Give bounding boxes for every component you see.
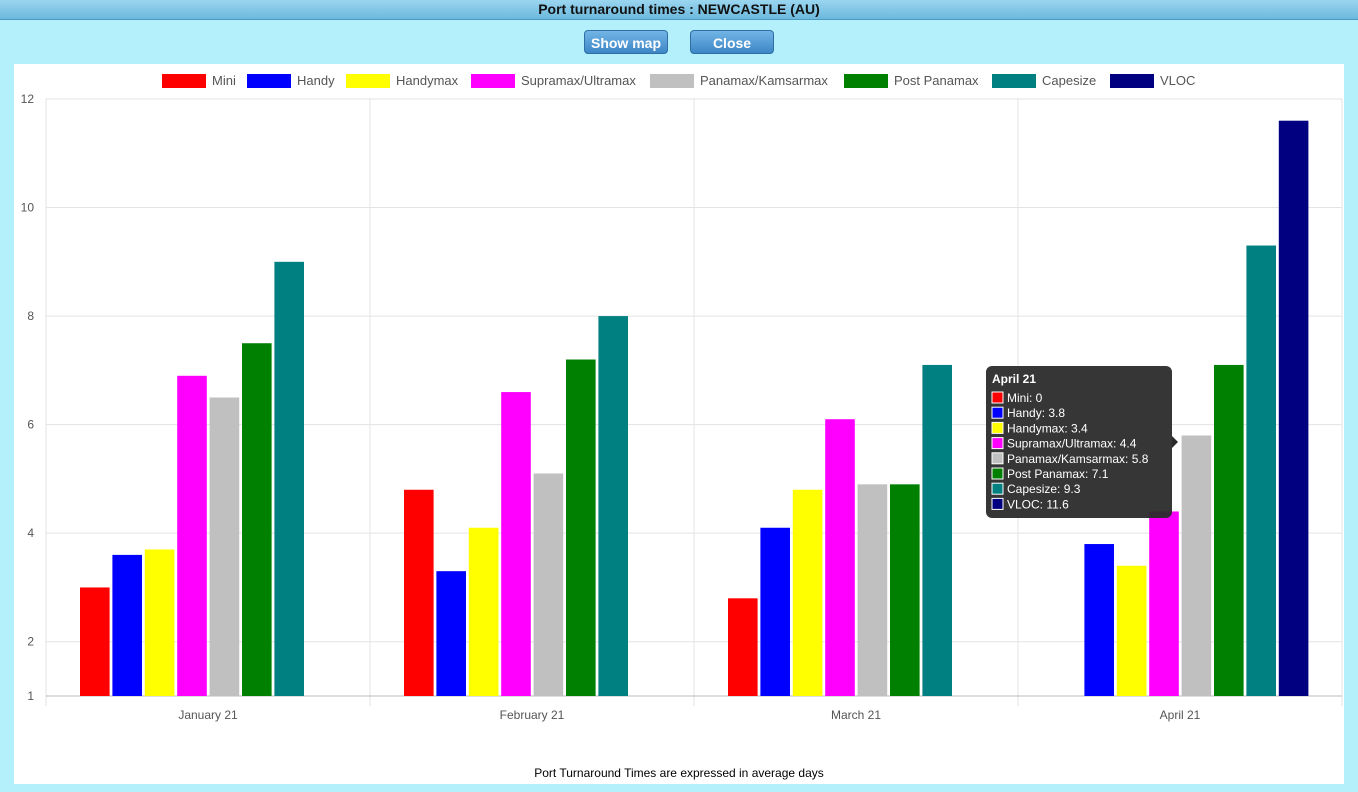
tooltip-line: Handy: 3.8 <box>1007 406 1065 420</box>
bar-handymax <box>792 489 823 696</box>
bar-post-panamax <box>890 484 920 696</box>
bar-handymax <box>144 549 175 696</box>
bar-post-panamax <box>242 343 272 696</box>
tooltip-line: Mini: 0 <box>1007 391 1043 405</box>
bar-panamax-kamsarmax <box>857 484 888 696</box>
tooltip-swatch <box>991 482 1004 495</box>
x-tick-label: January 21 <box>178 708 238 722</box>
tooltip-swatch <box>991 391 1004 404</box>
legend-swatch <box>162 74 206 88</box>
legend-swatch <box>844 74 888 88</box>
bar-handy <box>436 571 466 696</box>
tooltip-line: VLOC: 11.6 <box>1007 497 1069 511</box>
legend-swatch <box>650 74 694 88</box>
legend-swatch <box>247 74 291 88</box>
bar-supramax-ultramax <box>825 419 855 696</box>
bar-mini <box>728 598 758 696</box>
tooltip-title: April 21 <box>992 372 1036 386</box>
legend-label: Post Panamax <box>894 73 979 88</box>
legend-label: VLOC <box>1160 73 1195 88</box>
bar-capesize <box>922 364 952 696</box>
bar-handy <box>112 554 142 696</box>
legend-label: Mini <box>212 73 236 88</box>
bar-supramax-ultramax <box>501 392 531 696</box>
tooltip-line: Supramax/Ultramax: 4.4 <box>1007 437 1137 451</box>
legend-swatch <box>471 74 515 88</box>
x-tick-label: April 21 <box>1160 708 1201 722</box>
legend-swatch <box>346 74 390 88</box>
y-tick-label: 8 <box>27 309 34 323</box>
bar-capesize <box>598 316 628 696</box>
bar-capesize <box>274 261 304 696</box>
legend-swatch <box>1110 74 1154 88</box>
bar-post-panamax <box>1214 364 1244 696</box>
legend-label: Panamax/Kamsarmax <box>700 73 828 88</box>
show-map-button[interactable]: Show map <box>584 30 668 54</box>
y-tick-label: 10 <box>21 201 35 215</box>
y-tick-label: 12 <box>21 92 35 106</box>
legend-label: Handymax <box>396 73 459 88</box>
y-tick-label: 6 <box>27 418 34 432</box>
tooltip-line: Panamax/Kamsarmax: 5.8 <box>1007 452 1149 466</box>
bar-panamax-kamsarmax <box>533 473 564 696</box>
bar-mini <box>80 587 110 696</box>
window-titlebar: Port turnaround times : NEWCASTLE (AU) <box>0 0 1358 20</box>
tooltip-swatch <box>991 437 1004 450</box>
y-tick-label: 4 <box>27 526 34 540</box>
tooltip-swatch <box>991 406 1004 419</box>
bar-handy <box>1084 544 1114 696</box>
bar-supramax-ultramax <box>177 375 207 696</box>
tooltip-pointer <box>1172 436 1178 448</box>
bar-post-panamax <box>566 359 596 696</box>
bar-handymax <box>1116 565 1147 696</box>
tooltip-line: Post Panamax: 7.1 <box>1007 467 1109 481</box>
tooltip-swatch <box>991 497 1004 510</box>
bar-vloc <box>1278 120 1309 696</box>
footnote: Port Turnaround Times are expressed in a… <box>534 766 824 780</box>
bar-capesize <box>1246 245 1276 696</box>
legend-label: Capesize <box>1042 73 1096 88</box>
bar-panamax-kamsarmax <box>1181 435 1212 696</box>
y-tick-label: 1 <box>27 689 34 703</box>
window-title: Port turnaround times : NEWCASTLE (AU) <box>538 1 820 17</box>
x-tick-label: February 21 <box>500 708 565 722</box>
tooltip-box <box>986 366 1172 518</box>
legend-swatch <box>992 74 1036 88</box>
legend-label: Supramax/Ultramax <box>521 73 636 88</box>
close-button[interactable]: Close <box>690 30 774 54</box>
tooltip-swatch <box>991 421 1004 434</box>
x-tick-label: March 21 <box>831 708 881 722</box>
y-tick-label: 2 <box>27 635 34 649</box>
legend-label: Handy <box>297 73 335 88</box>
tooltip-swatch <box>991 452 1004 465</box>
tooltip-line: Capesize: 9.3 <box>1007 482 1081 496</box>
bar-handymax <box>468 527 499 696</box>
bar-handy <box>760 527 790 696</box>
tooltip-swatch <box>991 467 1004 480</box>
bar-panamax-kamsarmax <box>209 397 240 696</box>
bar-mini <box>404 489 434 696</box>
bar-supramax-ultramax <box>1149 511 1179 696</box>
tooltip-line: Handymax: 3.4 <box>1007 421 1088 435</box>
